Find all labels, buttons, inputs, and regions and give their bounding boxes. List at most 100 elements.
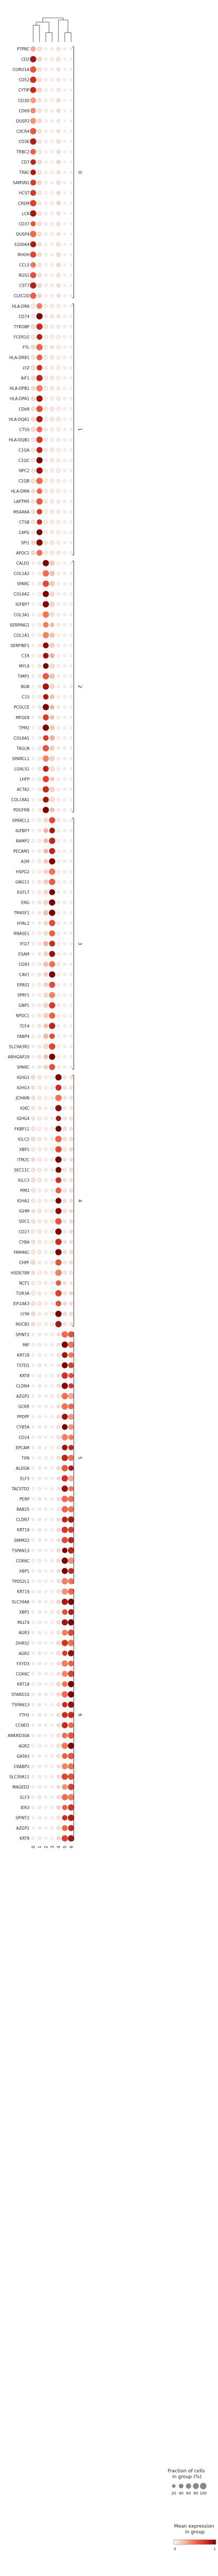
gene-label: SPARCL1 <box>12 818 29 823</box>
dot <box>69 1188 73 1193</box>
dot <box>56 283 61 288</box>
dot <box>32 1014 35 1017</box>
dot <box>42 673 49 680</box>
dot <box>63 613 66 616</box>
dot <box>50 1240 54 1244</box>
dot <box>63 850 66 853</box>
dot <box>44 1436 47 1439</box>
dot <box>37 1775 42 1779</box>
dot <box>50 1209 54 1213</box>
dot <box>56 829 61 832</box>
dot <box>56 119 61 123</box>
dot <box>32 932 35 935</box>
dot <box>67 1783 75 1791</box>
dot <box>49 653 55 659</box>
dot <box>55 1300 62 1307</box>
dot <box>56 201 61 206</box>
dot <box>37 231 42 236</box>
dot <box>44 67 48 72</box>
dot <box>44 1302 47 1306</box>
dot <box>51 1384 54 1388</box>
gene-label: FCER1G <box>14 335 29 339</box>
dot <box>56 499 61 503</box>
dot <box>31 1147 36 1151</box>
size-legend-tick: 40 <box>179 2491 184 2496</box>
dot <box>44 98 48 103</box>
gene-label: LCK <box>22 211 30 216</box>
dot <box>63 78 66 81</box>
dot <box>32 870 35 873</box>
dot <box>32 1035 35 1038</box>
dot <box>49 951 55 957</box>
dot <box>63 1106 67 1110</box>
gene-label: ARHGAP29 <box>8 1055 29 1059</box>
dot <box>70 253 73 256</box>
dot <box>36 519 43 525</box>
dot <box>44 222 48 226</box>
dot <box>32 561 35 565</box>
dot <box>51 1549 54 1552</box>
dot <box>63 551 66 554</box>
dot <box>44 274 47 277</box>
dot <box>42 591 49 598</box>
dot <box>37 1394 42 1398</box>
dot <box>63 1116 67 1120</box>
dot <box>69 1250 73 1254</box>
gene-label: HLA-DPA1 <box>10 397 30 401</box>
dot <box>62 1650 68 1656</box>
dot <box>49 417 55 421</box>
dot <box>43 931 48 936</box>
dot <box>32 1580 35 1583</box>
dot <box>70 674 73 678</box>
dot <box>70 140 73 143</box>
dot <box>37 1528 42 1532</box>
dot <box>56 1579 61 1583</box>
dot <box>50 1106 54 1110</box>
gene-label: C1S <box>22 695 29 700</box>
dot <box>56 304 61 308</box>
dot <box>49 622 55 628</box>
dot <box>44 1734 47 1737</box>
dot <box>37 993 42 997</box>
gene-label: GNG11 <box>15 880 29 885</box>
dot <box>32 1426 35 1429</box>
dot <box>48 910 56 916</box>
dot <box>56 1815 61 1820</box>
dot <box>67 1773 75 1780</box>
dot <box>63 315 66 318</box>
gene-label: MLLT4 <box>17 1620 29 1625</box>
dot <box>44 1106 47 1110</box>
dot <box>51 1426 54 1429</box>
dot <box>56 1600 61 1604</box>
dot <box>44 1343 47 1346</box>
group-bracket <box>72 1075 74 1327</box>
dot <box>68 1454 74 1461</box>
dot <box>56 664 61 668</box>
dot <box>56 78 61 82</box>
gene-label: ELF3 <box>20 1476 29 1481</box>
dot <box>31 427 36 432</box>
dot <box>32 1487 35 1490</box>
dot <box>63 212 66 215</box>
dot <box>50 284 54 287</box>
gene-label: FABP4 <box>17 1034 29 1039</box>
gene-label: CD68 <box>18 407 29 411</box>
dot <box>51 88 54 92</box>
dot <box>29 76 37 83</box>
dot <box>32 674 35 678</box>
dot <box>56 438 61 442</box>
dot <box>32 1055 35 1058</box>
dot <box>32 613 35 617</box>
dot <box>44 201 47 205</box>
dot <box>37 1785 42 1789</box>
gene-label: MFGE8 <box>16 715 29 720</box>
dot <box>44 540 48 545</box>
dot <box>49 304 55 308</box>
dot <box>63 47 66 50</box>
dot <box>51 1580 54 1583</box>
dot <box>51 1682 54 1686</box>
dot <box>44 47 47 50</box>
dot <box>55 1074 62 1081</box>
gene-label: COL3A1 <box>14 612 29 617</box>
gene-label: KRT19 <box>17 1590 29 1594</box>
